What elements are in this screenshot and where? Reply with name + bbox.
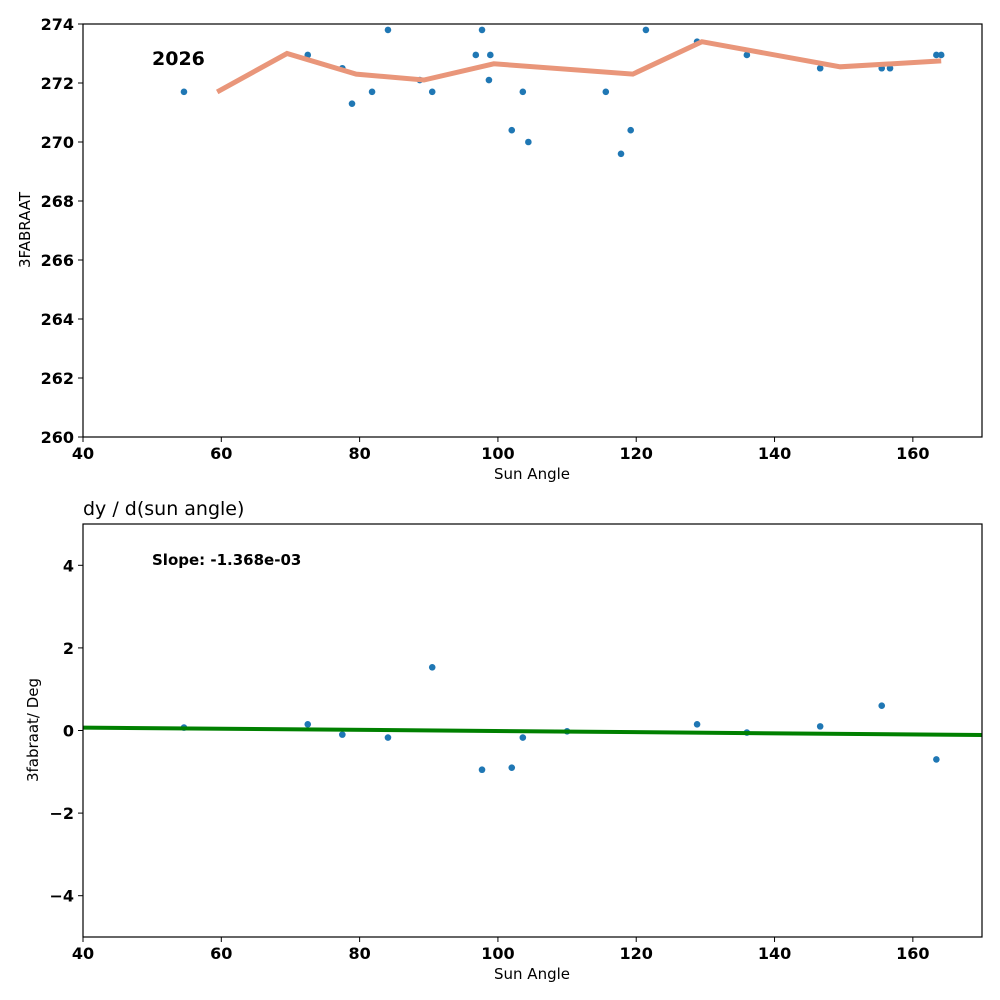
top-scatter-point bbox=[617, 150, 625, 158]
top-subplot: 40 60 80 100 120 140 160 260 262 264 266 268 270 272… bbox=[16, 15, 983, 483]
bottom-scatter-point bbox=[693, 721, 701, 728]
top-scatter-point bbox=[937, 51, 945, 59]
top-plot-frame bbox=[82, 23, 983, 438]
top-year-annotation: 2026 bbox=[152, 48, 205, 70]
top-scatter-point bbox=[348, 100, 356, 107]
bottom-y-tick-label: −4 bbox=[49, 887, 74, 906]
top-x-tick-label: 140 bbox=[758, 444, 791, 463]
top-y-tick-label: 262 bbox=[41, 369, 74, 388]
top-scatter-point bbox=[602, 88, 610, 96]
top-y-ticks: 260 262 264 266 268 270 272 274 bbox=[41, 15, 83, 447]
top-scatter-point bbox=[627, 126, 634, 134]
top-y-tick-label: 266 bbox=[41, 251, 74, 270]
bottom-scatter-point bbox=[478, 766, 486, 774]
bottom-x-tick-label: 140 bbox=[758, 944, 791, 963]
bottom-data-marks bbox=[82, 664, 983, 774]
top-scatter-point bbox=[743, 51, 751, 59]
slope-annotation: Slope: -1.368e-03 bbox=[152, 551, 301, 569]
bottom-y-tick-label: −2 bbox=[49, 804, 74, 823]
bottom-y-tick-label: 0 bbox=[63, 722, 74, 741]
bottom-scatter-point bbox=[816, 723, 824, 730]
top-scatter-point bbox=[642, 26, 650, 34]
bottom-x-tick-label: 120 bbox=[620, 944, 653, 963]
top-trend-line bbox=[215, 39, 942, 95]
top-scatter-point bbox=[487, 51, 494, 59]
bottom-x-tick-label: 40 bbox=[72, 944, 94, 963]
bottom-x-axis-label: Sun Angle bbox=[494, 965, 570, 983]
bottom-y-tick-label: 2 bbox=[63, 639, 74, 658]
bottom-scatter-point bbox=[508, 764, 516, 771]
bottom-fit-line bbox=[82, 725, 983, 737]
bottom-title: dy / d(sun angle) bbox=[83, 498, 244, 520]
top-scatter-point bbox=[525, 138, 532, 146]
top-y-axis-label: 3FABRAAT bbox=[16, 191, 34, 268]
bottom-x-tick-label: 100 bbox=[481, 944, 514, 963]
top-y-tick-label: 274 bbox=[41, 15, 74, 34]
top-data-marks bbox=[180, 26, 945, 158]
top-y-tick-label: 268 bbox=[41, 192, 74, 211]
bottom-y-tick-label: 4 bbox=[63, 556, 74, 575]
top-y-tick-label: 270 bbox=[41, 133, 74, 152]
top-scatter-point bbox=[472, 51, 480, 59]
bottom-subplot: dy / d(sun angle) 40 60 80 100 120 140 160 −4−… bbox=[24, 498, 983, 983]
top-scatter-point bbox=[886, 64, 894, 72]
top-scatter-point bbox=[368, 88, 376, 96]
bottom-scatter-point bbox=[384, 734, 392, 741]
top-scatter-point bbox=[519, 88, 527, 96]
bottom-y-axis-label: 3fabraat/ Deg bbox=[24, 678, 42, 782]
bottom-scatter-point bbox=[933, 756, 940, 763]
bottom-y-ticks: −4 −2 0 2 4 bbox=[49, 556, 83, 906]
bottom-scatter-point bbox=[428, 664, 436, 671]
bottom-x-ticks: 40 60 80 100 120 140 160 bbox=[72, 937, 930, 963]
top-scatter-point bbox=[478, 26, 486, 34]
top-x-ticks: 40 60 80 100 120 140 160 bbox=[72, 437, 930, 463]
bottom-scatter-point bbox=[878, 702, 886, 710]
top-x-axis-label: Sun Angle bbox=[494, 465, 570, 483]
bottom-x-tick-label: 80 bbox=[348, 944, 370, 963]
top-x-tick-label: 40 bbox=[72, 444, 94, 463]
top-scatter-point bbox=[180, 88, 188, 96]
bottom-x-tick-label: 60 bbox=[210, 944, 232, 963]
bottom-scatter-point bbox=[339, 731, 346, 738]
top-x-tick-label: 160 bbox=[896, 444, 929, 463]
bottom-scatter-point bbox=[519, 734, 527, 741]
top-x-tick-label: 100 bbox=[481, 444, 514, 463]
top-plot-area bbox=[83, 24, 982, 437]
top-x-tick-label: 120 bbox=[620, 444, 653, 463]
top-scatter-point bbox=[428, 88, 436, 96]
top-y-tick-label: 260 bbox=[41, 428, 74, 447]
top-x-tick-label: 60 bbox=[210, 444, 232, 463]
top-scatter-point bbox=[816, 64, 824, 72]
top-scatter-point bbox=[933, 51, 940, 59]
top-scatter-point bbox=[384, 26, 392, 34]
top-y-tick-label: 264 bbox=[41, 310, 74, 329]
top-x-tick-label: 80 bbox=[348, 444, 370, 463]
bottom-x-tick-label: 160 bbox=[896, 944, 929, 963]
bottom-scatter-point bbox=[304, 721, 312, 728]
top-scatter-point bbox=[485, 76, 493, 84]
top-scatter-point bbox=[508, 126, 516, 134]
top-y-tick-label: 272 bbox=[41, 74, 74, 93]
